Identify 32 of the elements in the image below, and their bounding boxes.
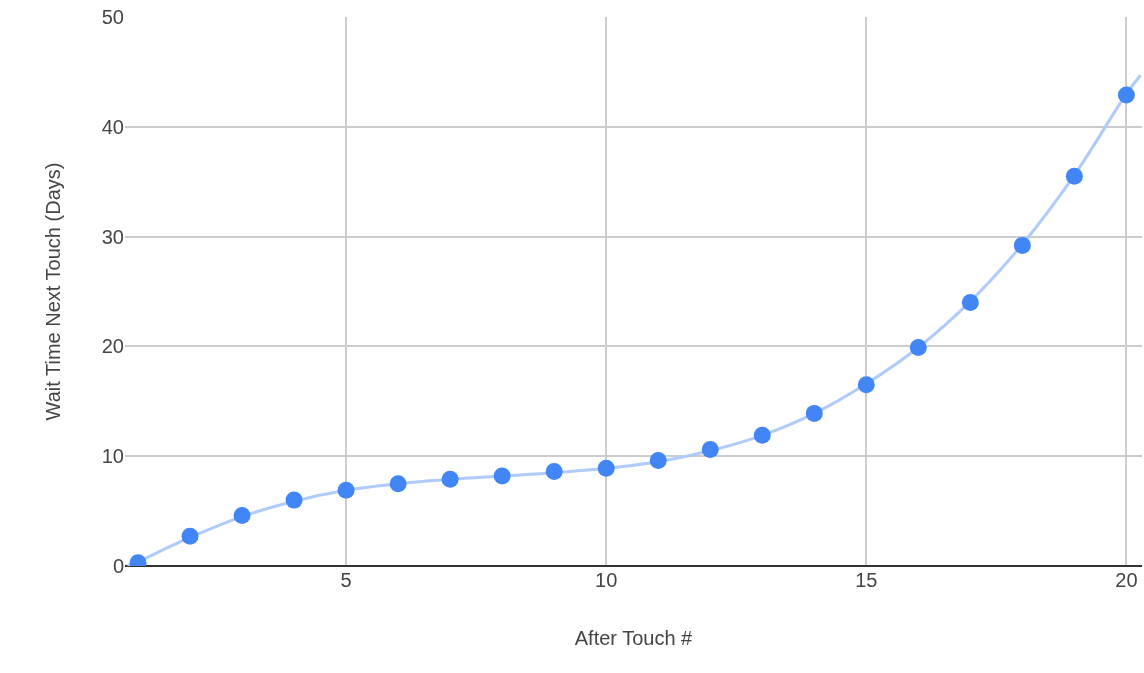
- x-tick-label: 15: [855, 569, 878, 591]
- x-axis-title: After Touch #: [574, 626, 694, 649]
- point: [597, 459, 615, 477]
- y-tick-label: 0: [112, 555, 124, 577]
- x-tick-label: 5: [340, 569, 352, 591]
- point: [337, 481, 355, 499]
- point: [441, 470, 459, 488]
- y-tick-label: 50: [101, 6, 124, 28]
- y-tick-label: 10: [101, 445, 124, 468]
- x-tick-label: 20: [1115, 569, 1138, 591]
- point: [389, 475, 407, 493]
- point: [701, 441, 719, 459]
- point: [805, 404, 823, 422]
- point: [961, 293, 979, 311]
- y-tick-label: 40: [101, 115, 124, 138]
- x-tick-label: 10: [595, 569, 618, 591]
- point: [857, 376, 875, 394]
- line-series: [126, 73, 1142, 566]
- point: [753, 426, 771, 444]
- y-axis-title: Wait Time Next Touch (Days): [42, 162, 65, 421]
- y-tick-label: 20: [101, 335, 124, 358]
- point: [233, 506, 251, 524]
- point: [1013, 236, 1031, 254]
- point: [285, 491, 303, 509]
- point: [493, 467, 511, 485]
- point: [181, 527, 199, 545]
- point: [909, 339, 927, 356]
- point: [649, 452, 667, 470]
- y-tick-label: 30: [101, 225, 124, 248]
- point: [1117, 86, 1135, 104]
- point: [545, 463, 563, 481]
- point: [1065, 167, 1083, 185]
